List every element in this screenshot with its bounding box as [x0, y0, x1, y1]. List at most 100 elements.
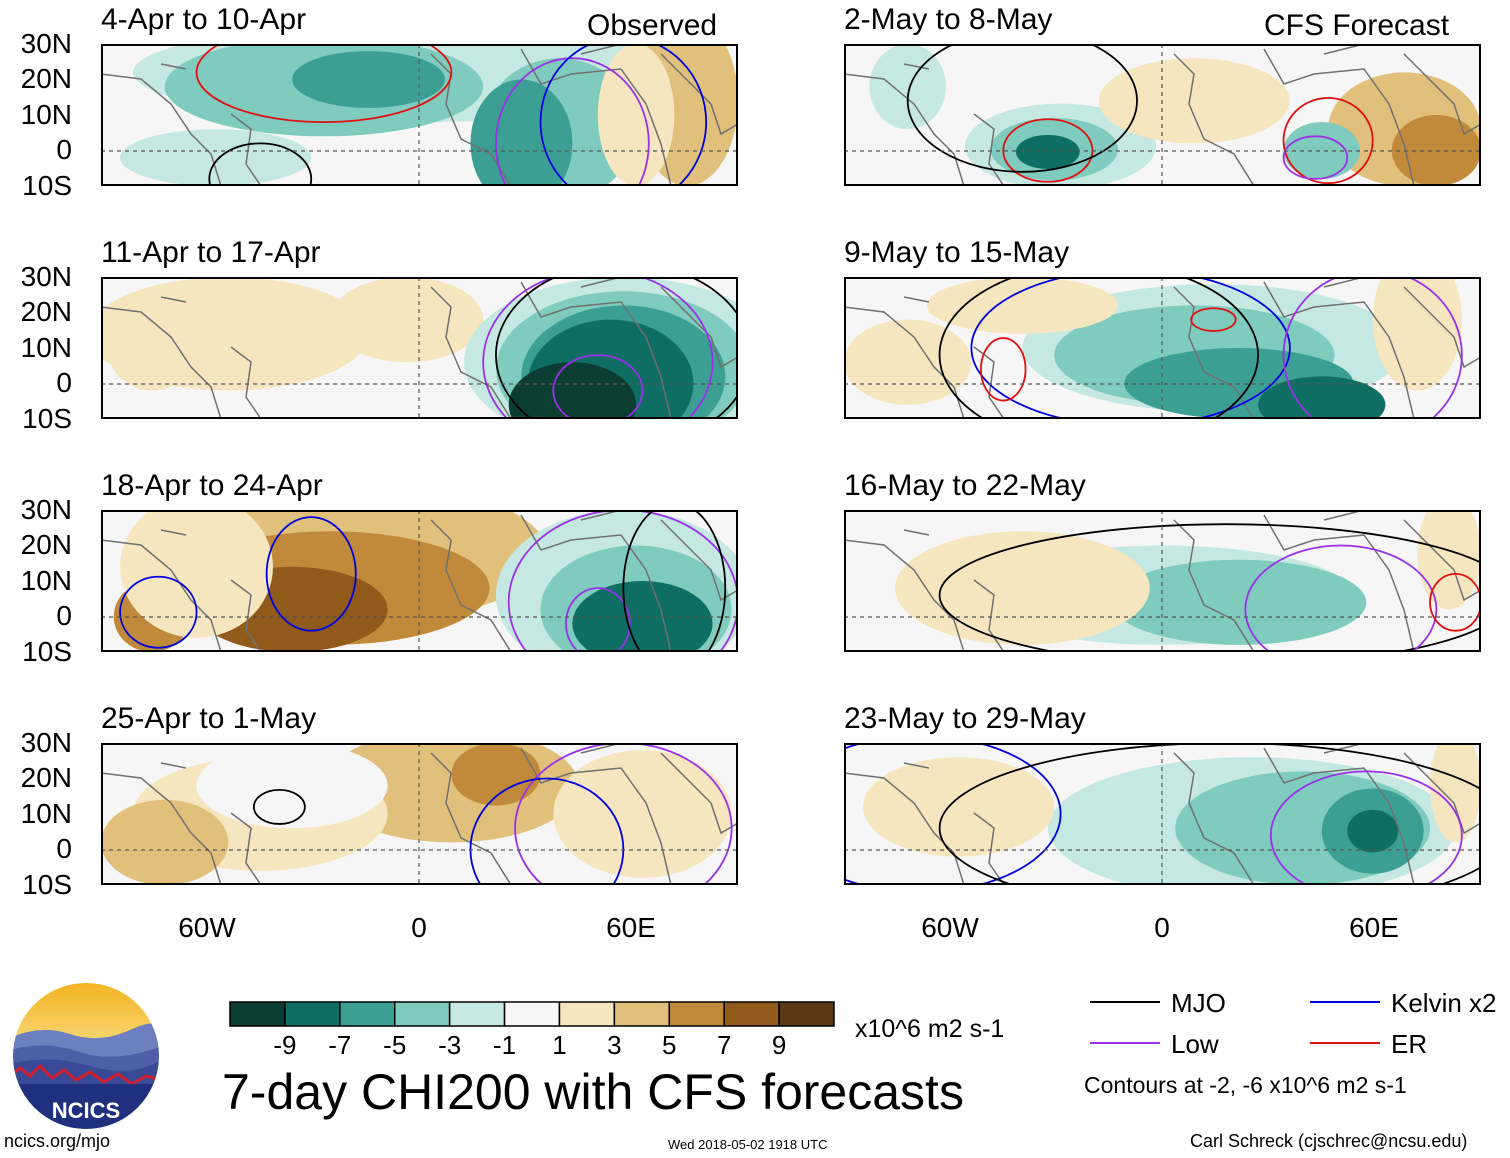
contour-3 [1282, 135, 1349, 180]
ncics-logo: NCICS [11, 981, 161, 1131]
lat-label-10s-row4: 10S [22, 869, 72, 900]
colorbar-swatch-1 [229, 1001, 286, 1027]
panel-title-2: 11-Apr to 17-Apr [101, 236, 321, 269]
map-frame [101, 743, 738, 885]
colorbar-swatch-11 [778, 1001, 835, 1027]
lat-label-30n-row4: 30N [20, 727, 72, 758]
colorbar-label-5: -1 [492, 1030, 517, 1060]
legend-note: Contours at -2, -6 x10^6 m2 s-1 [1084, 1072, 1407, 1098]
coastline-americas [101, 529, 262, 652]
lat-label-30n-row2: 30N [20, 261, 72, 292]
colorbar-swatch-5 [448, 1001, 506, 1027]
observed-label: Observed [587, 9, 718, 42]
shading-region-4 [553, 750, 732, 878]
lat-label-0-row2: 0 [56, 367, 72, 398]
shading-region-6 [926, 277, 1118, 334]
colorbar-swatch-6 [503, 1001, 561, 1027]
lat-label-0-row1: 0 [56, 134, 72, 165]
contour-2 [119, 575, 198, 649]
contour-3 [1429, 573, 1481, 632]
shading-region-3 [1015, 134, 1080, 169]
colorbar-swatch-4 [393, 1001, 451, 1027]
map-panel-4apr [101, 44, 738, 186]
map-panel-11apr [101, 277, 738, 419]
legend-label-low: Low [1171, 1029, 1219, 1059]
forecast-label: CFS Forecast [1264, 9, 1450, 42]
coastline-asia [660, 752, 738, 835]
map-panel-9may [844, 277, 1481, 419]
shading-region-4 [1417, 510, 1481, 610]
footer-url: ncics.org/mjo [4, 1131, 111, 1151]
contour-1 [265, 516, 357, 632]
map-panel-2may [844, 44, 1481, 186]
legend-label-mjo: MJO [1171, 988, 1226, 1018]
colorbar-label-1: -9 [273, 1030, 297, 1060]
contour-1 [252, 788, 306, 825]
map-panel-16may [844, 510, 1481, 652]
panel-title-5: 2-May to 8-May [844, 3, 1053, 36]
map-frame [101, 510, 738, 652]
contour-4 [208, 142, 313, 186]
contour-2 [495, 277, 738, 419]
colorbar-swatch-3 [339, 1001, 396, 1027]
coastline-asia [1403, 53, 1481, 136]
panel-title-7: 16-May to 22-May [844, 469, 1086, 502]
coastline-asia [660, 53, 738, 136]
lat-label-30n-row1: 30N [20, 28, 72, 59]
colorbar-label-7: 3 [607, 1030, 622, 1060]
shading-region-7 [1372, 277, 1462, 391]
coastline-americas [101, 762, 262, 885]
colorbar [229, 1001, 835, 1027]
shading-region-6 [1430, 743, 1481, 843]
shading-region-4 [1347, 809, 1399, 853]
shading-region-5 [196, 743, 388, 829]
shading-region-5 [844, 319, 972, 405]
map-frame [101, 277, 738, 419]
coastline-americas [844, 529, 1005, 652]
map-frame [844, 44, 1481, 186]
shading-region-8 [869, 44, 946, 130]
coastline-americas [101, 63, 262, 186]
contour-2 [1244, 544, 1438, 652]
lon-label-60w-right: 60W [921, 912, 979, 943]
coastline-asia [1403, 519, 1481, 602]
lat-label-10s-row3: 10S [22, 636, 72, 667]
colorbar-swatch-8 [613, 1001, 671, 1027]
coastline-americas [844, 762, 1005, 885]
shading-region-6 [101, 799, 229, 885]
legend-lines [1090, 1001, 1380, 1044]
lat-label-10n-row1: 10N [20, 99, 72, 130]
lat-label-30n-row3: 30N [20, 494, 72, 525]
colorbar-swatch-7 [558, 1001, 616, 1027]
contour-3 [1190, 307, 1237, 332]
legend-label-kelvin: Kelvin x2 [1391, 988, 1497, 1018]
lat-label-20n-row3: 20N [20, 529, 72, 560]
coastline-asia [660, 286, 738, 369]
shading-region-7 [1098, 58, 1290, 144]
main-title: 7-day CHI200 with CFS forecasts [222, 1064, 964, 1120]
colorbar-label-8: 5 [662, 1030, 677, 1060]
contour-4 [906, 44, 1138, 173]
lat-label-20n-row1: 20N [20, 63, 72, 94]
shading-region-7 [508, 362, 637, 419]
contour-3 [552, 354, 644, 419]
contour-1 [482, 277, 714, 419]
contour-2 [514, 743, 733, 885]
shading-region-3 [292, 51, 445, 108]
contour-2 [1282, 97, 1374, 185]
contour-5 [622, 510, 727, 652]
shading-region-3 [894, 531, 1150, 645]
contour-1 [195, 44, 453, 123]
lat-label-20n-row4: 20N [20, 762, 72, 793]
lon-label-0-right: 0 [1154, 912, 1170, 943]
shading-region-6 [1283, 122, 1360, 179]
panel-title-6: 9-May to 15-May [844, 236, 1070, 269]
lat-label-10n-row4: 10N [20, 798, 72, 829]
colorbar-label-2: -7 [328, 1030, 352, 1060]
map-frame [844, 277, 1481, 419]
map-frame [844, 743, 1481, 885]
shading-region-5 [470, 79, 573, 186]
lat-label-10s-row1: 10S [22, 170, 72, 201]
colorbar-label-9: 7 [716, 1030, 732, 1060]
colorbar-label-4: -3 [438, 1030, 462, 1060]
